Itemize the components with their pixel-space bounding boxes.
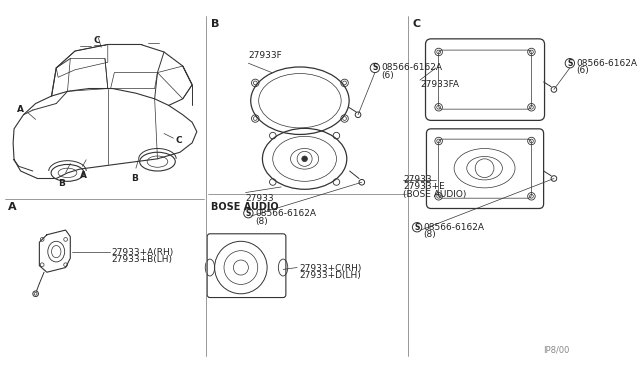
Text: 08566-6162A: 08566-6162A <box>381 63 442 72</box>
Text: BOSE AUDIO: BOSE AUDIO <box>211 202 278 212</box>
Circle shape <box>302 156 307 161</box>
Text: (8): (8) <box>424 230 436 239</box>
Text: A: A <box>17 105 24 115</box>
Text: S: S <box>567 59 573 68</box>
Text: C: C <box>175 136 182 145</box>
Text: 08566-6162A: 08566-6162A <box>255 209 316 218</box>
Text: (BOSE AUDIO): (BOSE AUDIO) <box>403 190 467 199</box>
Text: A: A <box>79 171 86 180</box>
Text: 08566-6162A: 08566-6162A <box>424 222 484 231</box>
Text: 08566-6162A: 08566-6162A <box>577 58 637 68</box>
Text: C: C <box>412 19 420 29</box>
Text: S: S <box>414 223 420 232</box>
Text: 27933FA: 27933FA <box>420 80 459 89</box>
Text: (8): (8) <box>255 217 268 226</box>
Text: 27933+E: 27933+E <box>403 182 445 191</box>
Text: A: A <box>8 202 16 212</box>
Text: 27933: 27933 <box>246 195 274 203</box>
Text: 27933+C(RH): 27933+C(RH) <box>299 264 362 273</box>
Text: S: S <box>246 209 251 218</box>
Text: IP8/00: IP8/00 <box>543 346 570 355</box>
Text: (6): (6) <box>577 66 589 75</box>
Text: 27933+B(LH): 27933+B(LH) <box>111 255 173 264</box>
Text: 27933F: 27933F <box>248 51 282 60</box>
Text: C: C <box>93 36 100 45</box>
Text: B: B <box>131 174 138 183</box>
Text: 27933+D(LH): 27933+D(LH) <box>299 271 361 280</box>
Text: 27933+A(RH): 27933+A(RH) <box>111 248 174 257</box>
Text: S: S <box>372 63 378 73</box>
Text: B: B <box>58 179 65 187</box>
Text: (6): (6) <box>381 71 394 80</box>
Text: B: B <box>211 19 220 29</box>
Text: 27933: 27933 <box>403 175 431 184</box>
